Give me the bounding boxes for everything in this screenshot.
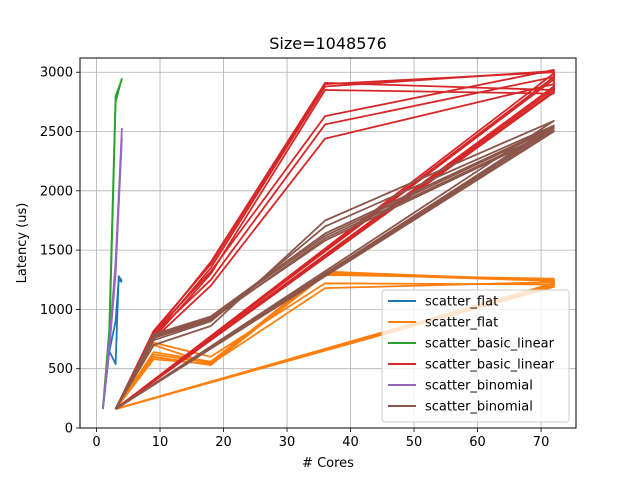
chart-title: Size=1048576 xyxy=(269,34,387,53)
series-line xyxy=(114,69,555,410)
series-scatter-binomial-4 xyxy=(102,127,123,410)
series-line xyxy=(102,137,123,408)
y-tick-label: 1000 xyxy=(40,303,73,318)
x-tick-label: 60 xyxy=(469,435,486,450)
y-tick-label: 2000 xyxy=(40,184,73,199)
series-scatter-binomial-5 xyxy=(114,120,555,410)
x-tick-label: 70 xyxy=(533,435,550,450)
x-axis-label: # Cores xyxy=(302,456,354,471)
legend-label: scatter_flat xyxy=(425,316,498,331)
x-tick-label: 0 xyxy=(92,435,100,450)
legend: scatter_flat scatter_flat scatter_basic_li… xyxy=(381,289,570,423)
series-line xyxy=(114,124,555,410)
series-line xyxy=(114,282,555,410)
x-tick-label: 40 xyxy=(342,435,359,450)
y-tick-label: 2500 xyxy=(40,125,73,140)
axis-ticks: 0 10 20 30 40 50 60 70 0 500 1000 1500 2000 2500 3000 xyxy=(40,66,549,450)
x-tick-label: 10 xyxy=(152,435,169,450)
legend-label: scatter_flat xyxy=(425,295,498,310)
plot-frame xyxy=(79,57,577,429)
y-tick-label: 0 xyxy=(65,422,73,437)
y-tick-label: 3000 xyxy=(40,66,73,81)
legend-label: scatter_binomial xyxy=(425,400,533,415)
legend-label: scatter_basic_linear xyxy=(425,358,555,373)
series-lines xyxy=(102,69,555,410)
series-line xyxy=(114,130,555,410)
y-axis-label: Latency (us) xyxy=(15,203,30,284)
x-tick-label: 50 xyxy=(406,435,423,450)
y-tick-label: 1500 xyxy=(40,244,73,259)
legend-items: scatter_flat scatter_flat scatter_basic_li… xyxy=(388,295,555,415)
legend-label: scatter_binomial xyxy=(425,379,533,394)
legend-label: scatter_basic_linear xyxy=(425,337,555,352)
legend-box xyxy=(381,289,570,423)
y-tick-label: 500 xyxy=(48,362,73,377)
x-tick-label: 20 xyxy=(215,435,232,450)
x-tick-label: 30 xyxy=(279,435,296,450)
